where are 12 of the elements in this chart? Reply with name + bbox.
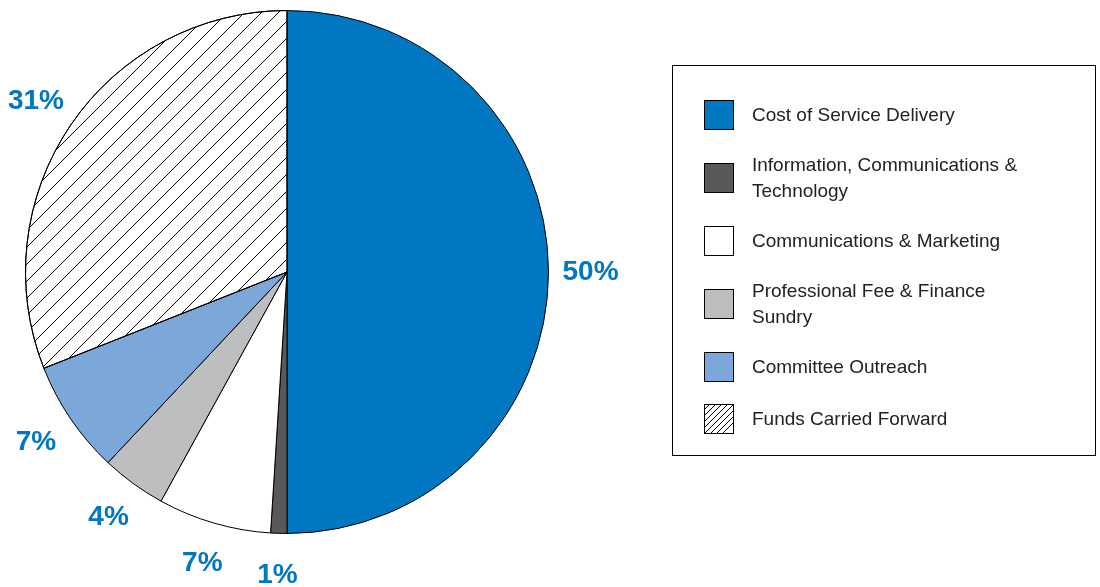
legend-label: Information, Communications & Technology xyxy=(752,153,1019,203)
data-label: 1% xyxy=(257,558,298,587)
legend-label: Committee Outreach xyxy=(752,355,929,379)
legend-label: Funds Carried Forward xyxy=(752,407,949,431)
data-label: 50% xyxy=(562,254,619,286)
legend-label: Cost of Service Delivery xyxy=(752,103,956,127)
legend-label: Communications & Marketing xyxy=(752,229,1002,253)
data-label: 31% xyxy=(7,84,65,116)
data-label: 7% xyxy=(15,425,57,457)
data-label: 7% xyxy=(182,546,223,578)
legend-label: Professional Fee & Finance Sundry xyxy=(752,279,987,329)
data-label: 4% xyxy=(88,500,129,532)
